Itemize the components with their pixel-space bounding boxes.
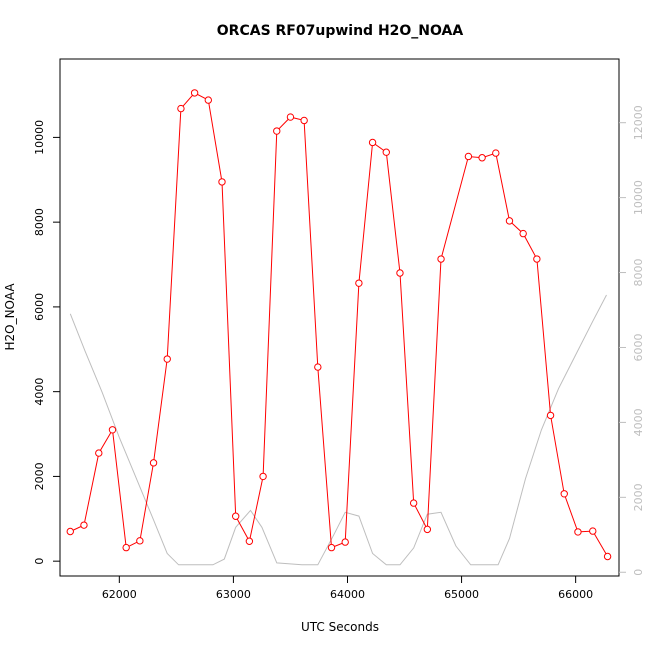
h2o-point (355, 279, 363, 287)
h2o-point (190, 89, 199, 97)
y2-tick-label: 8000 (632, 259, 645, 287)
h2o-point (478, 154, 486, 162)
h2o-point (560, 490, 568, 498)
h2o-point (327, 543, 336, 552)
y2-tick-label: 4000 (632, 408, 645, 436)
h2o-point (492, 149, 500, 157)
x-tick-label: 63000 (216, 588, 251, 601)
h2o-point (409, 499, 418, 507)
h2o-point (163, 355, 171, 363)
y2-tick-label: 0 (632, 569, 645, 576)
h2o-point (437, 255, 445, 263)
y-tick-label: 2000 (33, 462, 46, 490)
h2o-point (286, 113, 295, 121)
h2o-point (368, 138, 377, 147)
h2o-point (382, 148, 390, 156)
h2o-point (259, 472, 267, 481)
h2o-series (66, 89, 612, 561)
y2-tick-label: 6000 (632, 333, 645, 361)
h2o-point (149, 459, 158, 467)
secondary-series (69, 294, 607, 566)
h2o-line (70, 92, 609, 557)
y-tick-label: 6000 (33, 293, 46, 321)
h2o-point (423, 525, 432, 534)
h2o-point (66, 527, 74, 536)
h2o-point (218, 178, 226, 186)
y-axis-label: H2O_NOAA (3, 283, 17, 351)
y2-tick-label: 10000 (632, 180, 645, 215)
x-tick-label: 65000 (444, 588, 479, 601)
h2o-point (108, 426, 117, 434)
h2o-point (603, 552, 612, 561)
h2o-point (396, 269, 404, 277)
secondary-line (69, 294, 607, 566)
h2o-point (589, 527, 597, 535)
x-tick-label: 64000 (330, 588, 365, 601)
h2o-point (80, 521, 88, 529)
h2o-point (122, 543, 130, 552)
h2o-point (341, 538, 349, 546)
y-axis-right: 0 2000 4000 6000 8000 10000 12000 (619, 105, 645, 576)
h2o-point (314, 363, 322, 371)
y-tick-label: 0 (33, 558, 46, 565)
y-tick-label: 10000 (33, 120, 46, 155)
h2o-point (95, 449, 103, 457)
y2-tick-label: 2000 (632, 483, 645, 511)
h2o-point (533, 255, 541, 263)
y2-tick-label: 12000 (632, 105, 645, 140)
h2o-point (273, 127, 281, 135)
x-tick-label: 66000 (558, 588, 593, 601)
h2o-point (204, 96, 213, 104)
chart-title: ORCAS RF07upwind H2O_NOAA (217, 23, 464, 39)
h2o-point (519, 229, 527, 238)
plot-frame (59, 58, 620, 577)
h2o-point (231, 512, 240, 520)
x-axis: 62000 63000 64000 65000 66000 (102, 576, 593, 601)
x-tick-label: 62000 (102, 588, 137, 601)
h2o-point (245, 537, 254, 545)
h2o-point (136, 537, 144, 545)
h2o-point (300, 116, 308, 125)
h2o-point (177, 104, 185, 113)
x-axis-label: UTC Seconds (301, 620, 379, 634)
h2o-point (546, 411, 555, 420)
y-tick-label: 4000 (33, 378, 46, 406)
h2o-point (505, 217, 514, 225)
y-tick-label: 8000 (33, 208, 46, 236)
y-axis-left: 0 2000 4000 6000 8000 10000 (33, 120, 60, 565)
h2o-point (574, 528, 582, 536)
h2o-point (464, 152, 473, 161)
